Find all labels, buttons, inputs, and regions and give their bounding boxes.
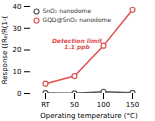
svg-text:Detection limit1.1 ppb: Detection limit1.1 ppb xyxy=(52,37,103,51)
svg-text:30: 30 xyxy=(13,24,22,32)
svg-text:40: 40 xyxy=(13,3,22,11)
svg-text:SnO₂ nanodome: SnO₂ nanodome xyxy=(43,7,92,14)
svg-text:50: 50 xyxy=(70,101,79,109)
svg-text:Response ((R₀/R⁧)-1): Response ((R₀/R⁧)-1) xyxy=(1,15,9,84)
svg-text:GQD@SnO₂ nanodome: GQD@SnO₂ nanodome xyxy=(43,16,112,24)
svg-text:0: 0 xyxy=(17,90,21,98)
svg-text:100: 100 xyxy=(97,101,110,109)
svg-text:150: 150 xyxy=(126,101,139,109)
svg-text:10: 10 xyxy=(13,68,22,76)
svg-text:RT: RT xyxy=(41,101,50,109)
svg-text:20: 20 xyxy=(13,46,22,54)
svg-text:Operating temperature (°C): Operating temperature (°C) xyxy=(40,112,138,120)
